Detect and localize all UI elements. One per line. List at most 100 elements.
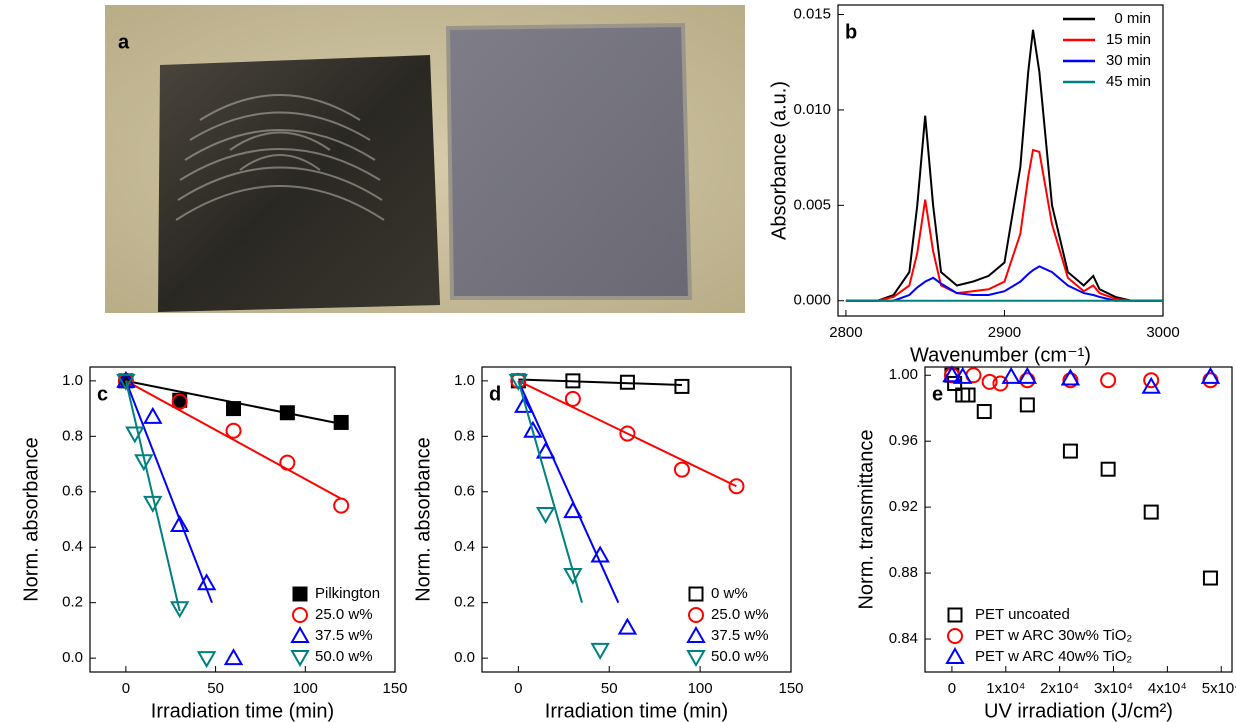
marker bbox=[294, 588, 307, 601]
x-axis-label: UV irradiation (J/cm²) bbox=[984, 700, 1173, 722]
marker bbox=[1204, 572, 1217, 585]
legend-label: 45 min bbox=[1106, 73, 1151, 90]
y-tick-label: 0.2 bbox=[62, 594, 83, 611]
marker bbox=[538, 508, 554, 522]
y-tick-label: 0.92 bbox=[889, 498, 918, 515]
x-tick-label: 3x10⁴ bbox=[1094, 680, 1133, 697]
marker bbox=[978, 405, 991, 418]
legend-label: 37.5 w% bbox=[315, 627, 373, 644]
y-tick-label: 0.8 bbox=[454, 427, 475, 444]
marker bbox=[292, 651, 308, 665]
marker bbox=[675, 463, 689, 477]
marker bbox=[1145, 506, 1158, 519]
legend-label: Pilkington bbox=[315, 585, 380, 602]
marker bbox=[1102, 463, 1115, 476]
x-tick-label: 4x10⁴ bbox=[1148, 680, 1187, 697]
marker bbox=[688, 651, 704, 665]
spectrum-line bbox=[846, 150, 1163, 301]
y-axis-label: Absorbance (a.u.) bbox=[768, 81, 790, 240]
marker bbox=[675, 380, 688, 393]
panel: 01x10⁴2x10⁴3x10⁴4x10⁴5x10⁴0.840.880.920.… bbox=[855, 366, 1236, 722]
marker bbox=[690, 588, 703, 601]
y-tick-label: 0.015 bbox=[793, 6, 831, 23]
marker bbox=[962, 389, 975, 402]
legend-label: PET w ARC 40w% TiO₂ bbox=[975, 648, 1132, 665]
panel-label: d bbox=[489, 383, 501, 405]
x-tick-label: 2x10⁴ bbox=[1040, 680, 1079, 697]
y-tick-label: 0.6 bbox=[454, 483, 475, 500]
x-tick-label: 5x10⁴ bbox=[1202, 680, 1236, 697]
marker bbox=[949, 609, 962, 622]
x-tick-label: 2800 bbox=[829, 324, 862, 341]
y-tick-label: 0.4 bbox=[454, 538, 475, 555]
marker bbox=[227, 402, 240, 415]
x-tick-label: 1x10⁴ bbox=[986, 680, 1025, 697]
panel: 2800 2900 3000 0.000 0.005 0.010 0.015 b Wavenum… bbox=[768, 5, 1179, 366]
y-tick-label: 0.88 bbox=[889, 564, 918, 581]
marker bbox=[335, 416, 348, 429]
y-tick-label: 0.005 bbox=[793, 196, 831, 213]
marker bbox=[280, 456, 294, 470]
panel-label: a bbox=[118, 31, 130, 53]
marker bbox=[281, 406, 294, 419]
marker bbox=[145, 409, 161, 423]
marker bbox=[948, 629, 962, 643]
legend-label: PET w ARC 30w% TiO₂ bbox=[975, 627, 1132, 644]
x-tick-label: 100 bbox=[688, 680, 713, 697]
y-tick-label: 0.010 bbox=[793, 101, 831, 118]
coated-sample bbox=[448, 25, 690, 298]
y-axis-label: Norm. absorbance bbox=[412, 437, 434, 602]
figure: a 2800290030000.0000.0050.0100.015bWaven… bbox=[0, 0, 1236, 722]
legend-label: 25.0 w% bbox=[711, 606, 769, 623]
marker bbox=[619, 620, 635, 634]
fit-line bbox=[126, 381, 341, 499]
x-tick-label: 0 bbox=[122, 680, 130, 697]
legend-label: 30 min bbox=[1106, 52, 1151, 69]
marker bbox=[292, 628, 308, 642]
x-tick-label: 3000 bbox=[1146, 324, 1179, 341]
legend-label: 50.0 w% bbox=[315, 648, 373, 665]
marker bbox=[293, 608, 307, 622]
legend-label: 15 min bbox=[1106, 31, 1151, 48]
x-tick-label: 150 bbox=[778, 680, 803, 697]
y-tick-label: 0.0 bbox=[454, 649, 475, 666]
marker bbox=[1021, 398, 1034, 411]
marker bbox=[227, 424, 241, 438]
fingerprint-sample bbox=[158, 55, 440, 312]
y-tick-label: 0.96 bbox=[889, 432, 918, 449]
legend-label: 50.0 w% bbox=[711, 648, 769, 665]
x-axis-label: Wavenumber (cm⁻¹) bbox=[910, 344, 1091, 366]
legend-label: 0 w% bbox=[711, 585, 748, 602]
y-tick-label: 0.84 bbox=[889, 630, 918, 647]
marker bbox=[566, 392, 580, 406]
legend-label: PET uncoated bbox=[975, 606, 1070, 623]
y-tick-label: 0.000 bbox=[793, 292, 831, 309]
marker bbox=[947, 649, 963, 663]
x-tick-label: 0 bbox=[514, 680, 522, 697]
marker bbox=[688, 628, 704, 642]
x-tick-label: 2900 bbox=[988, 324, 1021, 341]
marker bbox=[1203, 373, 1217, 387]
y-tick-label: 0.0 bbox=[62, 649, 83, 666]
x-tick-label: 100 bbox=[293, 680, 318, 697]
y-tick-label: 0.8 bbox=[62, 427, 83, 444]
y-tick-label: 1.00 bbox=[889, 366, 918, 383]
y-axis-label: Norm. absorbance bbox=[20, 437, 42, 602]
panel-label: b bbox=[845, 21, 857, 43]
fit-line bbox=[126, 381, 212, 603]
x-tick-label: 150 bbox=[382, 680, 407, 697]
marker bbox=[1020, 373, 1034, 387]
fit-line bbox=[518, 381, 736, 486]
y-tick-label: 0.4 bbox=[62, 538, 83, 555]
y-tick-label: 0.6 bbox=[62, 483, 83, 500]
x-tick-label: 50 bbox=[207, 680, 224, 697]
photo: a bbox=[105, 5, 745, 313]
panel: 0501001500.00.20.40.60.81.0dIrradiation … bbox=[412, 367, 803, 722]
x-tick-label: 50 bbox=[601, 680, 618, 697]
fit-line bbox=[518, 379, 682, 385]
y-axis-label: Norm. transmittance bbox=[855, 429, 877, 609]
y-tick-label: 0.2 bbox=[454, 594, 475, 611]
marker bbox=[689, 608, 703, 622]
legend-label: 0 min bbox=[1114, 10, 1151, 27]
